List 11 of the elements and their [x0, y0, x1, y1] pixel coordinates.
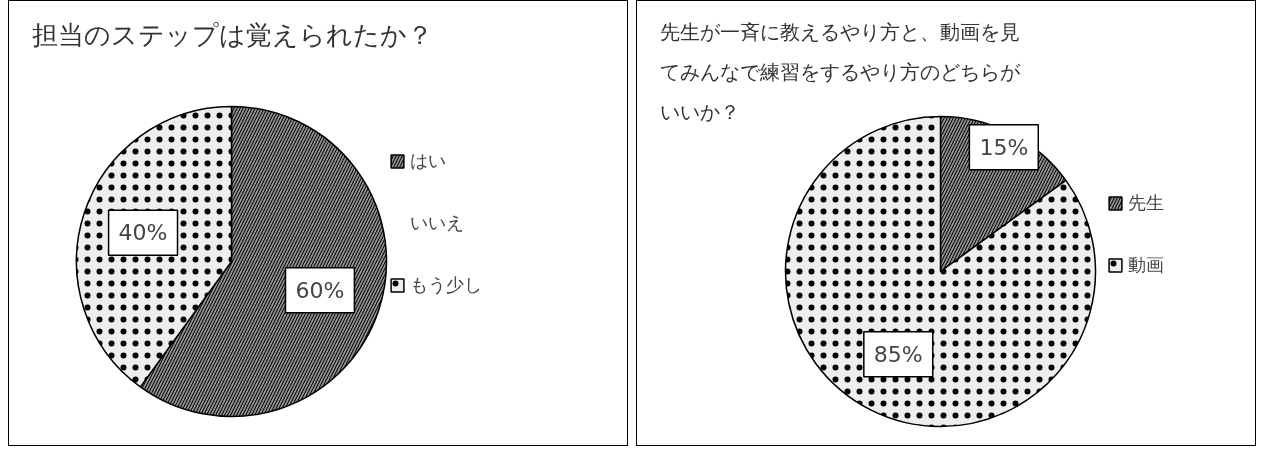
- data-label: 40%: [118, 220, 168, 246]
- legend-label: はい: [410, 149, 446, 173]
- chart-title: 担当のステップは覚えられたか？: [31, 19, 433, 50]
- chart-title: 先生が一斉に教えるやり方と、動画を見てみんなで練習をするやり方のどちらがいいか？: [659, 19, 1021, 124]
- legend-label: 動画: [1128, 253, 1164, 277]
- legend-label: 先生: [1128, 191, 1164, 215]
- legend-label: もう少し: [410, 273, 482, 297]
- data-label: 60%: [295, 277, 345, 303]
- category-label: いいえ: [410, 212, 464, 233]
- data-label: 85%: [873, 341, 923, 367]
- data-label: 15%: [979, 134, 1029, 160]
